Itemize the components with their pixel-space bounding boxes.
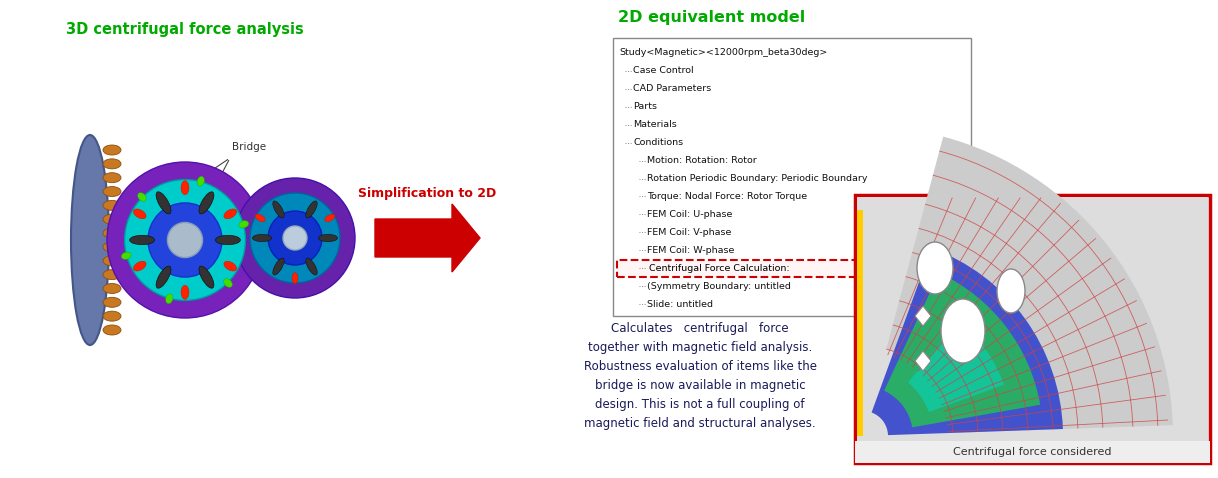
Bar: [618, 260, 967, 277]
Ellipse shape: [104, 214, 121, 224]
Ellipse shape: [71, 135, 108, 345]
Wedge shape: [907, 321, 1004, 412]
Ellipse shape: [318, 234, 337, 241]
Text: Centrifugal force considered: Centrifugal force considered: [954, 447, 1112, 457]
Ellipse shape: [122, 252, 132, 260]
Text: magnetic field and structural analyses.: magnetic field and structural analyses.: [585, 417, 816, 430]
Ellipse shape: [306, 201, 317, 218]
Ellipse shape: [273, 201, 284, 218]
Ellipse shape: [104, 186, 121, 196]
Ellipse shape: [239, 221, 248, 228]
Ellipse shape: [104, 200, 121, 210]
Polygon shape: [915, 306, 931, 326]
Ellipse shape: [133, 261, 146, 271]
Ellipse shape: [104, 145, 121, 155]
Ellipse shape: [104, 283, 121, 293]
Text: Simplification to 2D: Simplification to 2D: [358, 186, 497, 199]
Bar: [857, 210, 864, 436]
Ellipse shape: [235, 178, 354, 298]
Ellipse shape: [197, 176, 205, 186]
Text: CAD Parameters: CAD Parameters: [633, 84, 711, 93]
Ellipse shape: [252, 234, 272, 241]
Text: FEM Coil: U-phase: FEM Coil: U-phase: [647, 210, 732, 219]
Text: Rotation Periodic Boundary: Periodic Boundary: Rotation Periodic Boundary: Periodic Bou…: [647, 174, 867, 183]
Ellipse shape: [104, 270, 121, 280]
Ellipse shape: [268, 211, 322, 265]
Ellipse shape: [998, 269, 1026, 313]
Ellipse shape: [104, 311, 121, 321]
Ellipse shape: [104, 228, 121, 238]
Ellipse shape: [147, 203, 222, 277]
Ellipse shape: [138, 193, 146, 201]
Text: FEM Coil: W-phase: FEM Coil: W-phase: [647, 246, 734, 255]
Ellipse shape: [181, 285, 189, 299]
Wedge shape: [884, 273, 1040, 427]
Ellipse shape: [256, 214, 266, 222]
Ellipse shape: [133, 209, 146, 219]
Text: design. This is not a full coupling of: design. This is not a full coupling of: [596, 398, 805, 411]
Ellipse shape: [942, 299, 985, 363]
Text: 2D equivalent model: 2D equivalent model: [619, 10, 805, 25]
Ellipse shape: [917, 242, 952, 294]
Text: Centrifugal Force Calculation:: Centrifugal Force Calculation:: [649, 264, 789, 272]
Ellipse shape: [181, 181, 189, 195]
Ellipse shape: [224, 261, 236, 271]
Ellipse shape: [156, 192, 171, 214]
Text: Parts: Parts: [633, 102, 657, 111]
Ellipse shape: [325, 214, 335, 222]
Text: Calculates   centrifugal   force: Calculates centrifugal force: [611, 322, 789, 335]
Text: Slide: untitled: Slide: untitled: [647, 300, 713, 309]
FancyArrow shape: [375, 204, 480, 272]
Ellipse shape: [292, 273, 298, 284]
Text: Robustness evaluation of items like the: Robustness evaluation of items like the: [583, 360, 816, 373]
Text: Case Control: Case Control: [633, 66, 693, 76]
Text: 3D centrifugal force analysis: 3D centrifugal force analysis: [66, 22, 303, 37]
Text: Study<Magnetic><12000rpm_beta30deg>: Study<Magnetic><12000rpm_beta30deg>: [619, 48, 827, 57]
Text: Torque: Nodal Force: Rotor Torque: Torque: Nodal Force: Rotor Torque: [647, 192, 808, 201]
Bar: [855, 195, 1209, 463]
Bar: [613, 38, 971, 316]
Ellipse shape: [124, 180, 246, 301]
Polygon shape: [915, 351, 931, 371]
Text: Materials: Materials: [633, 120, 677, 129]
Ellipse shape: [104, 242, 121, 252]
Ellipse shape: [167, 222, 202, 258]
Ellipse shape: [224, 209, 236, 219]
Ellipse shape: [306, 258, 317, 275]
Bar: [857, 197, 1208, 441]
Ellipse shape: [104, 159, 121, 169]
Ellipse shape: [104, 325, 121, 335]
Text: (Symmetry Boundary: untitled: (Symmetry Boundary: untitled: [647, 282, 790, 291]
Ellipse shape: [156, 266, 171, 288]
Text: Motion: Rotation: Rotor: Motion: Rotation: Rotor: [647, 156, 756, 165]
Bar: [855, 441, 1209, 463]
Ellipse shape: [250, 193, 340, 283]
Ellipse shape: [216, 235, 240, 245]
Ellipse shape: [107, 162, 263, 318]
Text: Bridge: Bridge: [231, 142, 266, 152]
Ellipse shape: [104, 173, 121, 183]
Ellipse shape: [199, 192, 214, 214]
Ellipse shape: [129, 235, 155, 245]
Text: bridge is now available in magnetic: bridge is now available in magnetic: [594, 379, 805, 392]
Wedge shape: [887, 137, 1173, 433]
Ellipse shape: [283, 226, 307, 250]
Ellipse shape: [166, 294, 173, 304]
Text: Conditions: Conditions: [633, 138, 683, 147]
Wedge shape: [872, 248, 1063, 435]
Ellipse shape: [199, 266, 214, 288]
Ellipse shape: [104, 256, 121, 266]
Text: together with magnetic field analysis.: together with magnetic field analysis.: [588, 341, 812, 354]
Ellipse shape: [104, 297, 121, 307]
Ellipse shape: [273, 258, 284, 275]
Text: FEM Coil: V-phase: FEM Coil: V-phase: [647, 228, 731, 237]
Ellipse shape: [224, 279, 233, 287]
